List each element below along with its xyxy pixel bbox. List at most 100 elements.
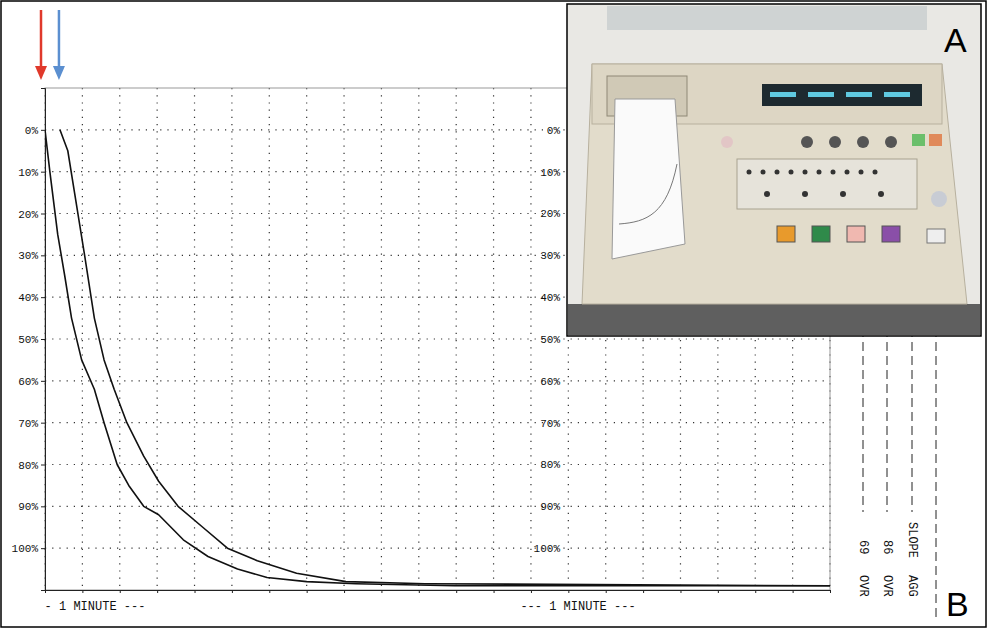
grid-line-x	[381, 88, 382, 590]
grid-line-y	[45, 464, 830, 465]
inner-tick-labels: 0%10%20%30%40%50%60%70%80%90%100%	[534, 125, 561, 555]
tick: 40%	[18, 292, 45, 304]
tick-label: 30%	[18, 250, 38, 262]
well	[831, 170, 836, 175]
tick-mark	[195, 590, 196, 593]
button	[847, 226, 865, 242]
tick	[157, 590, 158, 593]
tick-mark	[41, 548, 45, 549]
tick-label: 80%	[540, 459, 560, 471]
photo-background	[567, 4, 981, 336]
tick	[269, 590, 270, 593]
tick-label: 80%	[18, 460, 38, 472]
time-scale-label: --- 1 MINUTE ---	[520, 600, 635, 614]
time-scale-label: - 1 MINUTE ---	[45, 600, 146, 614]
tick-label: 30%	[540, 250, 560, 262]
well	[761, 170, 766, 175]
grid-line-y	[45, 380, 830, 381]
grid-line-x	[306, 88, 307, 590]
grid-line-y	[45, 422, 830, 423]
tick-mark	[456, 590, 457, 593]
tick-mark	[344, 590, 345, 593]
tick-mark	[680, 590, 681, 593]
display-segment	[884, 92, 910, 97]
tick-label: 100%	[12, 543, 39, 555]
y-axis: 0%10%20%30%40%50%60%70%80%90%100%	[12, 89, 46, 591]
figure: 0%10%20%30%40%50%60%70%80%90%100%0%10%20…	[0, 0, 987, 628]
arrows	[35, 10, 65, 80]
tick-label: 40%	[18, 292, 38, 304]
grid-line-y	[45, 506, 830, 507]
tick-label: 50%	[540, 334, 560, 346]
readout-text: 86	[880, 540, 894, 554]
tick-mark	[41, 506, 45, 507]
display	[762, 84, 922, 106]
tick-mark	[41, 297, 45, 298]
tick-label: 20%	[540, 208, 560, 220]
grid-line-x	[194, 88, 195, 590]
x-axis	[46, 590, 831, 593]
annotations: - 1 MINUTE ------ 1 MINUTE ---SLOPEAGG86…	[45, 90, 936, 620]
tick	[718, 590, 719, 593]
tick-mark	[45, 590, 46, 593]
tick-mark	[157, 590, 158, 593]
grid-line-y	[45, 548, 830, 549]
tick	[494, 590, 495, 593]
well	[747, 170, 752, 175]
tick-label: 0%	[547, 125, 561, 137]
grid-line-x	[530, 88, 531, 590]
tick	[456, 590, 457, 593]
knob	[829, 136, 841, 148]
button	[927, 229, 945, 243]
panel-label: B	[946, 585, 969, 623]
printout	[612, 99, 685, 259]
tick-mark	[718, 590, 719, 593]
tick	[120, 590, 121, 593]
tick	[793, 590, 794, 593]
well	[873, 170, 878, 175]
tick	[568, 590, 569, 593]
arrow-shaft	[58, 10, 61, 70]
sample-panel	[737, 159, 917, 209]
tick	[45, 590, 46, 593]
tick-label: 90%	[18, 501, 38, 513]
display-segment	[846, 92, 872, 97]
tick-mark	[41, 423, 45, 424]
wall-fixture	[607, 6, 927, 30]
tick-mark	[606, 590, 607, 593]
tick-mark	[41, 381, 45, 382]
tick-mark	[830, 590, 831, 593]
tick	[755, 590, 756, 593]
knob	[801, 136, 813, 148]
button	[912, 134, 925, 146]
tick	[381, 590, 382, 593]
button	[777, 226, 795, 242]
tick-mark	[307, 590, 308, 593]
well	[817, 170, 822, 175]
tick	[830, 590, 831, 593]
well	[775, 170, 780, 175]
tick	[232, 590, 233, 593]
tick	[82, 590, 83, 593]
tick-mark	[643, 590, 644, 593]
grid-line-x	[119, 88, 120, 590]
tick-label: 60%	[540, 376, 560, 388]
panel-label: A	[944, 21, 967, 59]
tick	[680, 590, 681, 593]
bench	[568, 304, 980, 335]
tick-mark	[41, 172, 45, 173]
knob	[885, 136, 897, 148]
tick-mark	[41, 130, 45, 131]
well	[840, 191, 846, 197]
tick-mark	[494, 590, 495, 593]
tick-label: 70%	[540, 418, 560, 430]
device-body	[582, 64, 967, 304]
tick: 30%	[18, 250, 45, 262]
tick-mark	[531, 590, 532, 593]
readout-text: 69	[856, 540, 870, 554]
tick-mark	[41, 465, 45, 466]
tick-label: 40%	[540, 292, 560, 304]
button	[882, 226, 900, 242]
readout-text: OVR	[880, 575, 894, 597]
tick	[606, 590, 607, 593]
